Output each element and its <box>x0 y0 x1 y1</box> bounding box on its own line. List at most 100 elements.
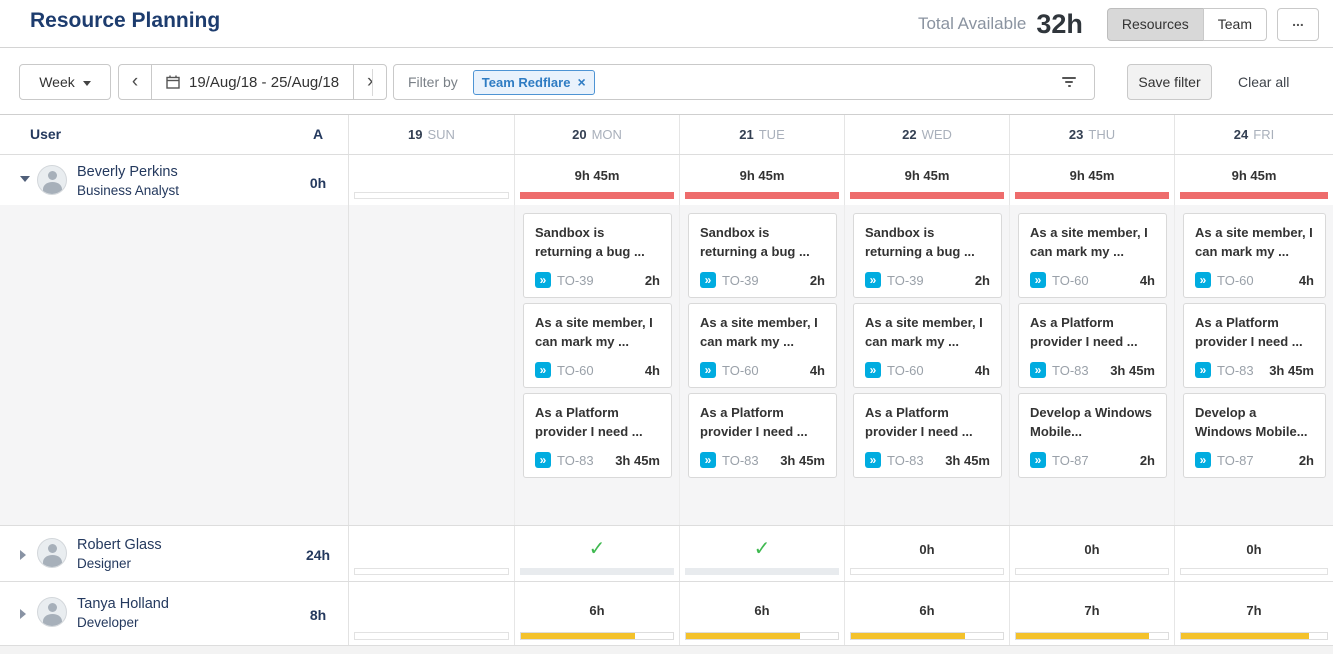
date-navigation: ‹ 19/Aug/18 - 25/Aug/18 › <box>118 64 388 100</box>
schedule-cell-fri[interactable]: 7h <box>1174 582 1333 645</box>
clear-all-link[interactable]: Clear all <box>1238 74 1290 90</box>
issue-key: TO-39 <box>722 272 759 288</box>
task-card[interactable]: As a Platform provider I need ... » TO-83… <box>1018 303 1167 388</box>
issue-type-icon: » <box>535 452 551 468</box>
task-card[interactable]: Sandbox is returning a bug ... » TO-39 2h <box>853 213 1002 298</box>
task-card[interactable]: As a site member, I can mark my ... » TO-… <box>853 303 1002 388</box>
filter-input[interactable]: Filter by Team Redflare × <box>393 64 1095 100</box>
issue-key: TO-39 <box>557 272 594 288</box>
user-row-beverly-perkins: Beverly Perkins Business Analyst 0h 9h 4… <box>0 155 1333 525</box>
schedule-cell-fri[interactable]: 0h <box>1174 526 1333 581</box>
schedule-cell-fri[interactable]: 9h 45m <box>1174 155 1333 205</box>
task-card[interactable]: Sandbox is returning a bug ... » TO-39 2h <box>688 213 837 298</box>
issue-type-icon: » <box>1195 362 1211 378</box>
filter-tag-team-redflare[interactable]: Team Redflare × <box>472 69 595 95</box>
task-column-sun[interactable] <box>349 205 514 525</box>
schedule-cell-mon[interactable]: 9h 45m <box>514 155 679 205</box>
day-header-thu: 23 THU <box>1009 115 1174 154</box>
issue-hours: 4h <box>974 362 990 378</box>
issue-type-icon: » <box>535 362 551 378</box>
task-column-wed[interactable]: Sandbox is returning a bug ... » TO-39 2h … <box>844 205 1009 525</box>
issue-hours: 2h <box>1139 452 1155 468</box>
schedule-cell-tue[interactable]: 6h <box>679 582 844 645</box>
issue-hours: 2h <box>644 272 660 288</box>
collapse-caret-icon[interactable] <box>20 176 30 182</box>
day-header-mon: 20 MON <box>514 115 679 154</box>
tanya-availability-cells: 6h 6h 6h 7h 7h <box>348 582 1333 645</box>
task-card[interactable]: Sandbox is returning a bug ... » TO-39 2h <box>523 213 672 298</box>
schedule-cell-mon[interactable]: ✓ <box>514 526 679 581</box>
header-right: Total Available 32h Resources Team ... <box>918 7 1319 41</box>
overload-bar <box>520 192 674 199</box>
schedule-cell-sun[interactable] <box>349 582 514 645</box>
capacity-bar <box>1180 568 1328 575</box>
issue-key: TO-83 <box>887 452 924 468</box>
task-card[interactable]: As a site member, I can mark my ... » TO-… <box>1183 213 1326 298</box>
task-card[interactable]: As a Platform provider I need ... » TO-83… <box>688 393 837 478</box>
beverly-task-area: Sandbox is returning a bug ... » TO-39 2h … <box>348 205 1333 525</box>
task-card[interactable]: As a Platform provider I need ... » TO-83… <box>853 393 1002 478</box>
capacity-bar <box>685 632 839 640</box>
schedule-cell-tue[interactable]: 9h 45m <box>679 155 844 205</box>
task-card[interactable]: As a site member, I can mark my ... » TO-… <box>1018 213 1167 298</box>
schedule-cell-sun[interactable] <box>349 155 514 205</box>
task-card[interactable]: As a Platform provider I need ... » TO-83… <box>523 393 672 478</box>
next-week-button[interactable]: › <box>353 64 388 100</box>
page-title: Resource Planning <box>30 9 221 32</box>
task-card[interactable]: As a Platform provider I need ... » TO-83… <box>1183 303 1326 388</box>
user-cell[interactable]: Robert Glass Designer 24h <box>0 526 348 581</box>
toolbar: Week ‹ 19/Aug/18 - 25/Aug/18 › Filter by… <box>0 48 1333 115</box>
schedule-cell-tue[interactable]: ✓ <box>679 526 844 581</box>
task-column-fri[interactable]: As a site member, I can mark my ... » TO-… <box>1174 205 1333 525</box>
avatar <box>37 165 67 195</box>
task-card[interactable]: As a site member, I can mark my ... » TO-… <box>523 303 672 388</box>
overload-bar <box>685 192 839 199</box>
schedule-cell-thu[interactable]: 9h 45m <box>1009 155 1174 205</box>
remove-tag-icon[interactable]: × <box>577 74 586 90</box>
issue-hours: 4h <box>1298 272 1314 288</box>
filter-by-label: Filter by <box>408 74 458 90</box>
schedule-cell-sun[interactable] <box>349 526 514 581</box>
capacity-bar <box>354 568 509 575</box>
resources-tab-button[interactable]: Resources <box>1106 7 1204 41</box>
task-card[interactable]: Develop a Windows Mobile... » TO-87 2h <box>1183 393 1326 478</box>
advanced-filter-icon[interactable] <box>1058 73 1080 91</box>
issue-key: TO-60 <box>722 362 759 378</box>
schedule-cell-mon[interactable]: 6h <box>514 582 679 645</box>
issue-hours: 3h 45m <box>1110 362 1155 378</box>
user-available-hours: 24h <box>305 547 331 563</box>
previous-week-button[interactable]: ‹ <box>118 64 152 100</box>
capacity-bar <box>850 632 1004 640</box>
schedule-cell-wed[interactable]: 9h 45m <box>844 155 1009 205</box>
issue-type-icon: » <box>865 452 881 468</box>
issue-key: TO-60 <box>1052 272 1089 288</box>
save-filter-button[interactable]: Save filter <box>1127 64 1212 100</box>
schedule-cell-thu[interactable]: 0h <box>1009 526 1174 581</box>
schedule-cell-wed[interactable]: 6h <box>844 582 1009 645</box>
team-tab-button[interactable]: Team <box>1202 7 1267 41</box>
task-column-thu[interactable]: As a site member, I can mark my ... » TO-… <box>1009 205 1174 525</box>
user-role: Business Analyst <box>77 183 180 198</box>
schedule-cell-thu[interactable]: 7h <box>1009 582 1174 645</box>
task-column-tue[interactable]: Sandbox is returning a bug ... » TO-39 2h … <box>679 205 844 525</box>
day-header-sun: 19 SUN <box>408 127 455 142</box>
user-name: Beverly Perkins <box>77 164 178 180</box>
task-card[interactable]: As a site member, I can mark my ... » TO-… <box>688 303 837 388</box>
check-icon: ✓ <box>588 538 606 560</box>
day-header-tue: 21 TUE <box>679 115 844 154</box>
task-card[interactable]: Develop a Windows Mobile... » TO-87 2h <box>1018 393 1167 478</box>
total-available-label: Total Available <box>917 14 1027 33</box>
day-header-fri: 24 FRI <box>1174 115 1333 154</box>
user-cell[interactable]: Tanya Holland Developer 8h <box>0 582 348 645</box>
schedule-cell-wed[interactable]: 0h <box>844 526 1009 581</box>
date-range-button[interactable]: 19/Aug/18 - 25/Aug/18 <box>151 64 355 100</box>
period-dropdown[interactable]: Week <box>19 64 111 100</box>
task-column-mon[interactable]: Sandbox is returning a bug ... » TO-39 2h … <box>514 205 679 525</box>
expand-caret-icon[interactable] <box>20 550 26 560</box>
issue-key: TO-83 <box>557 452 594 468</box>
more-options-button[interactable]: ... <box>1277 7 1319 41</box>
issue-key: TO-60 <box>557 362 594 378</box>
user-cell[interactable]: Beverly Perkins Business Analyst 0h <box>0 155 348 525</box>
expand-caret-icon[interactable] <box>20 609 26 619</box>
issue-key: TO-60 <box>887 362 924 378</box>
